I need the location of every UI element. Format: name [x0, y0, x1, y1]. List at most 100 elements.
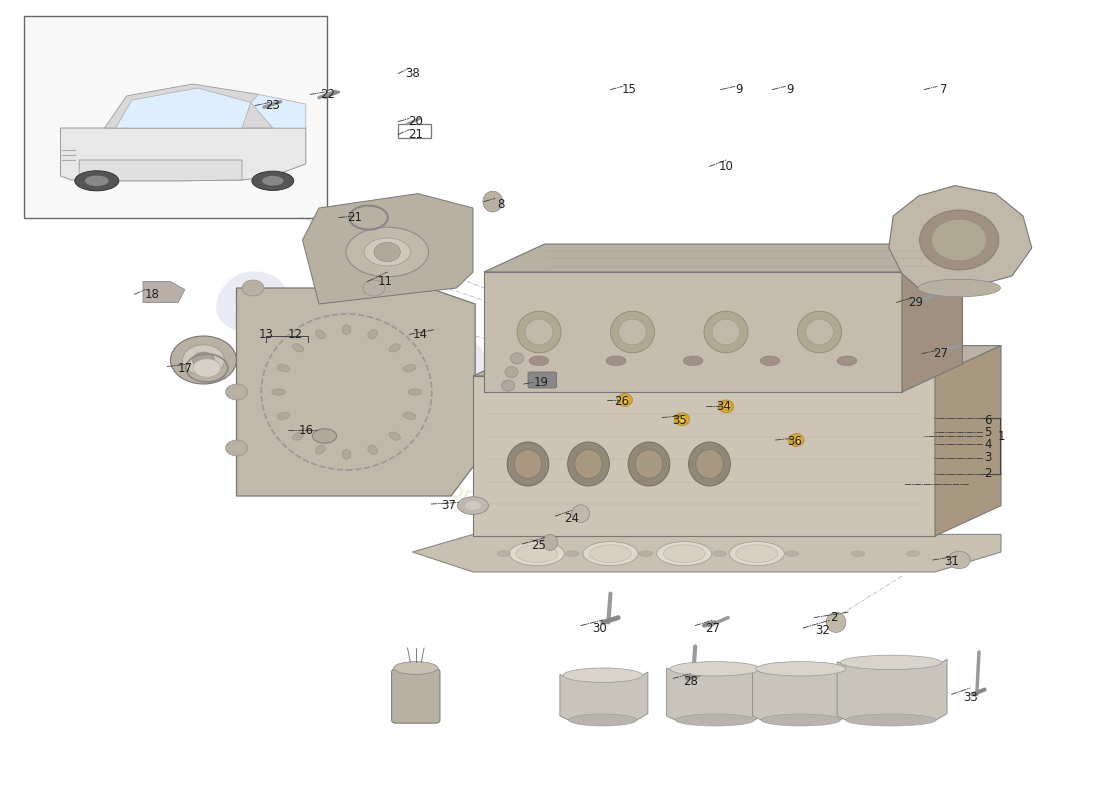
Ellipse shape — [785, 550, 799, 557]
Circle shape — [226, 440, 248, 456]
Ellipse shape — [670, 662, 760, 676]
Text: 30: 30 — [592, 622, 607, 634]
Polygon shape — [935, 346, 1001, 536]
Text: 9: 9 — [786, 83, 793, 96]
Ellipse shape — [277, 412, 289, 419]
Circle shape — [792, 437, 801, 443]
Polygon shape — [889, 186, 1032, 288]
Text: 32: 32 — [815, 624, 830, 637]
Ellipse shape — [805, 319, 834, 345]
Polygon shape — [902, 244, 962, 392]
FancyBboxPatch shape — [528, 372, 557, 388]
Text: 21: 21 — [408, 128, 424, 141]
Circle shape — [678, 416, 686, 422]
Circle shape — [192, 352, 215, 368]
Text: 12: 12 — [287, 328, 303, 341]
Text: 2: 2 — [830, 611, 837, 624]
Polygon shape — [473, 376, 935, 536]
Ellipse shape — [507, 442, 549, 486]
Ellipse shape — [568, 442, 609, 486]
Text: 36: 36 — [786, 435, 802, 448]
Text: 24: 24 — [564, 512, 580, 525]
Ellipse shape — [389, 344, 400, 352]
Text: 15: 15 — [621, 83, 637, 96]
Polygon shape — [484, 272, 902, 392]
Ellipse shape — [505, 366, 518, 378]
Text: a passion for parts since 1985: a passion for parts since 1985 — [332, 442, 658, 566]
Ellipse shape — [563, 668, 642, 682]
Ellipse shape — [683, 356, 703, 366]
Ellipse shape — [920, 210, 999, 270]
Circle shape — [620, 397, 629, 403]
Ellipse shape — [761, 714, 840, 726]
Ellipse shape — [342, 450, 351, 459]
Ellipse shape — [617, 394, 632, 406]
Ellipse shape — [610, 311, 654, 353]
Ellipse shape — [364, 238, 410, 266]
Ellipse shape — [572, 505, 590, 522]
Ellipse shape — [713, 319, 739, 345]
Ellipse shape — [639, 550, 652, 557]
Ellipse shape — [789, 434, 804, 446]
Ellipse shape — [272, 389, 285, 395]
Polygon shape — [236, 288, 475, 496]
Ellipse shape — [367, 330, 377, 339]
Text: 4: 4 — [984, 438, 991, 450]
Ellipse shape — [713, 550, 726, 557]
Ellipse shape — [542, 534, 558, 550]
Ellipse shape — [345, 227, 429, 277]
Ellipse shape — [917, 279, 1001, 297]
Polygon shape — [837, 659, 947, 720]
Ellipse shape — [510, 353, 524, 364]
Text: 35: 35 — [672, 414, 688, 426]
Ellipse shape — [590, 545, 631, 562]
Ellipse shape — [574, 450, 603, 478]
Text: 5: 5 — [984, 426, 991, 438]
Ellipse shape — [674, 413, 690, 426]
Ellipse shape — [618, 319, 647, 345]
Ellipse shape — [183, 345, 224, 375]
Ellipse shape — [404, 365, 416, 372]
Circle shape — [242, 280, 264, 296]
Ellipse shape — [252, 171, 294, 190]
Polygon shape — [60, 128, 306, 181]
Ellipse shape — [628, 442, 670, 486]
Text: 11: 11 — [377, 275, 393, 288]
Ellipse shape — [704, 311, 748, 353]
Ellipse shape — [293, 344, 304, 352]
Ellipse shape — [689, 442, 730, 486]
Ellipse shape — [695, 450, 724, 478]
Text: 34: 34 — [716, 400, 732, 413]
Ellipse shape — [729, 542, 784, 566]
Polygon shape — [116, 88, 251, 128]
Ellipse shape — [840, 655, 942, 670]
Ellipse shape — [509, 542, 564, 566]
Ellipse shape — [517, 311, 561, 353]
Ellipse shape — [657, 542, 712, 566]
Text: 1: 1 — [998, 430, 1004, 442]
Text: 25: 25 — [531, 539, 547, 552]
Ellipse shape — [636, 450, 662, 478]
Ellipse shape — [565, 550, 579, 557]
Circle shape — [722, 403, 730, 410]
Ellipse shape — [483, 191, 503, 212]
Ellipse shape — [798, 311, 842, 353]
Ellipse shape — [458, 497, 488, 514]
Text: 16: 16 — [298, 424, 314, 437]
Circle shape — [226, 384, 248, 400]
Text: 31: 31 — [944, 555, 959, 568]
Text: 38: 38 — [405, 67, 420, 80]
Ellipse shape — [846, 714, 936, 726]
Text: 21: 21 — [346, 211, 362, 224]
FancyBboxPatch shape — [24, 16, 327, 218]
Text: 23: 23 — [265, 99, 280, 112]
FancyBboxPatch shape — [392, 669, 440, 723]
Polygon shape — [79, 160, 242, 181]
Polygon shape — [484, 244, 962, 272]
Polygon shape — [560, 672, 648, 720]
Ellipse shape — [932, 219, 987, 261]
Ellipse shape — [948, 551, 970, 569]
Ellipse shape — [367, 445, 377, 454]
Ellipse shape — [170, 336, 236, 384]
Ellipse shape — [404, 412, 416, 419]
